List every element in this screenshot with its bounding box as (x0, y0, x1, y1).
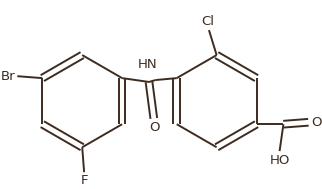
Text: O: O (311, 116, 322, 129)
Text: HO: HO (270, 154, 290, 167)
Text: HN: HN (138, 58, 157, 71)
Text: O: O (149, 121, 160, 134)
Text: Cl: Cl (202, 15, 214, 28)
Text: Br: Br (1, 70, 15, 83)
Text: F: F (80, 174, 88, 187)
